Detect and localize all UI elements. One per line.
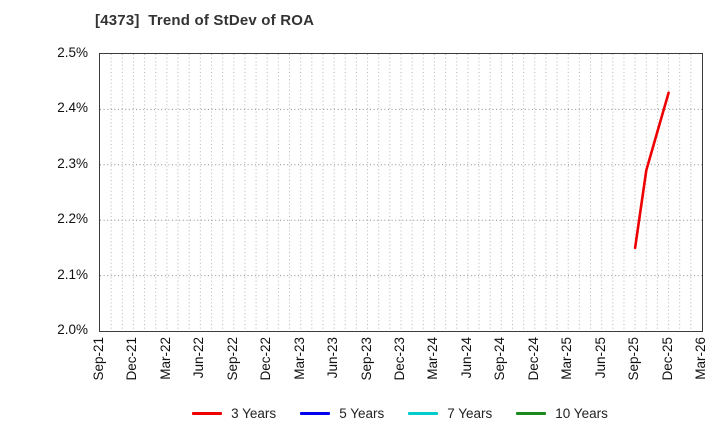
x-tick-label: Jun-24 [458, 337, 474, 379]
legend-label-7-years: 7 Years [447, 405, 493, 421]
x-tick-label: Jun-25 [592, 337, 608, 379]
legend-item-7-years: 7 Years [408, 406, 492, 421]
x-tick-label: Sep-24 [492, 337, 508, 381]
plot-svg [100, 54, 702, 331]
x-tick-label: Mar-23 [291, 337, 307, 380]
legend-line-swatch-10-years [516, 411, 547, 415]
legend-item-5-years: 5 Years [300, 406, 384, 421]
y-tick-label: 2.3% [57, 155, 88, 171]
x-tick-label: Dec-23 [392, 337, 407, 381]
legend-label-5-years: 5 Years [339, 405, 385, 421]
series-line-3-years [633, 91, 670, 250]
legend: 3 Years 5 Years 7 Years 10 Years [99, 403, 701, 423]
x-tick-label: Sep-23 [358, 337, 374, 381]
x-tick-label: Mar-24 [425, 337, 441, 380]
y-tick-label: 2.2% [57, 211, 88, 227]
x-tick-label: Mar-25 [559, 337, 575, 380]
x-tick-label: Sep-25 [626, 337, 642, 381]
legend-item-3-years: 3 Years [192, 406, 276, 421]
x-tick-label: Jun-23 [325, 337, 341, 379]
chart-title: [4373] Trend of StDev of ROA [95, 12, 315, 29]
legend-line-swatch-7-years [408, 411, 439, 415]
y-tick-label: 2.1% [57, 266, 88, 282]
y-tick-label: 2.5% [57, 45, 88, 60]
x-tick-label: Sep-21 [91, 337, 106, 381]
y-tick-label: 2.4% [57, 100, 88, 116]
x-tick-label: Dec-25 [659, 337, 675, 381]
x-tick-label: Mar-22 [157, 337, 173, 380]
plot-area [99, 53, 703, 332]
legend-line-swatch-5-years [300, 411, 331, 415]
x-tick-label: Mar-26 [693, 337, 708, 380]
x-tick-label: Dec-21 [124, 337, 140, 381]
y-tick-label: 2.0% [57, 322, 88, 337]
legend-label-10-years: 10 Years [555, 405, 608, 421]
x-tick-label: Sep-22 [224, 337, 240, 381]
x-tick-label: Dec-22 [258, 337, 274, 381]
legend-item-10-years: 10 Years [516, 406, 608, 421]
x-tick-label: Jun-22 [191, 337, 207, 379]
x-tick-label: Dec-24 [525, 337, 541, 381]
legend-label-3-years: 3 Years [231, 405, 277, 421]
legend-line-swatch-3-years [192, 411, 223, 415]
